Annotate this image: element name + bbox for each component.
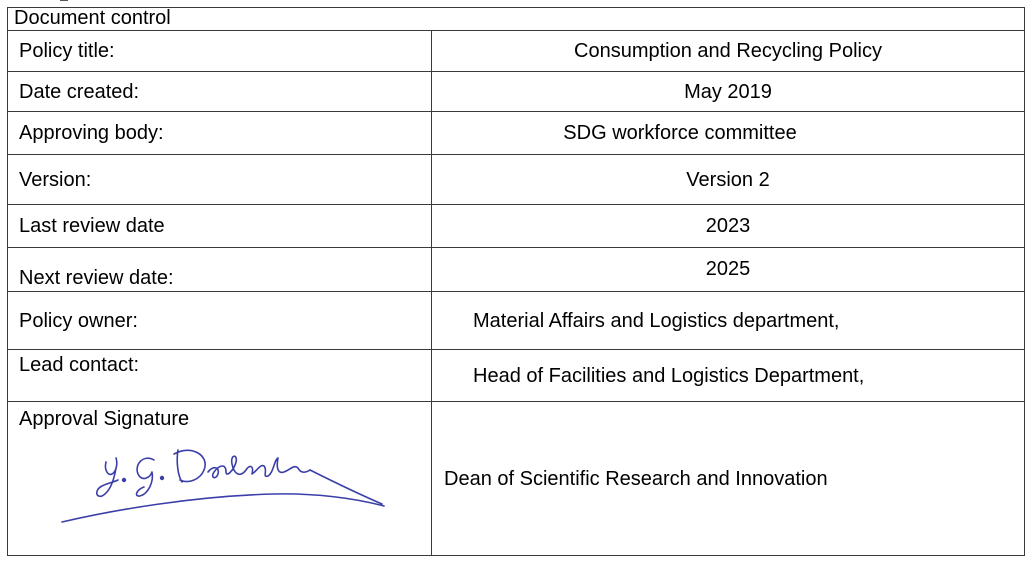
lead-contact-label: Lead contact: [7,349,432,402]
next-review-date-value: 2025 [431,247,1025,292]
signature-image [61,449,385,523]
table-row: Policy title: Consumption and Recycling … [7,30,1025,72]
approving-body-label: Approving body: [7,111,432,155]
table-row: Lead contact: Head of Facilities and Log… [7,349,1025,402]
table-row: Approval Signature [7,401,1025,556]
cut-off-heading-mark [60,0,68,3]
approval-signature-label: Approval Signature [19,408,190,430]
policy-owner-label: Policy owner: [7,291,432,350]
document-control-table: Document control Policy title: Consumpti… [7,7,1025,556]
last-review-date-value: 2023 [431,204,1025,248]
last-review-date-label: Last review date [7,204,432,248]
table-title: Document control [7,7,1025,31]
policy-title-label: Policy title: [7,30,432,72]
next-review-date-label: Next review date: [7,247,432,292]
table-row: Date created: May 2019 [7,71,1025,112]
table-row: Next review date: 2025 [7,247,1025,292]
approving-body-value: SDG workforce committee [431,111,1025,155]
table-header-row: Document control [7,7,1025,31]
policy-title-value: Consumption and Recycling Policy [431,30,1025,72]
table-row: Policy owner: Material Affairs and Logis… [7,291,1025,350]
version-label: Version: [7,154,432,205]
date-created-label: Date created: [7,71,432,112]
version-value: Version 2 [431,154,1025,205]
date-created-value: May 2019 [431,71,1025,112]
table-row: Version: Version 2 [7,154,1025,205]
signatory-name: Dean of Scientific Research and Innovati… [431,401,1025,556]
policy-owner-value: Material Affairs and Logistics departmen… [431,291,1025,350]
table-row: Approving body: SDG workforce committee [7,111,1025,155]
approval-signature-cell: Approval Signature [7,401,432,556]
lead-contact-value: Head of Facilities and Logistics Departm… [431,349,1025,402]
table-row: Last review date 2023 [7,204,1025,248]
